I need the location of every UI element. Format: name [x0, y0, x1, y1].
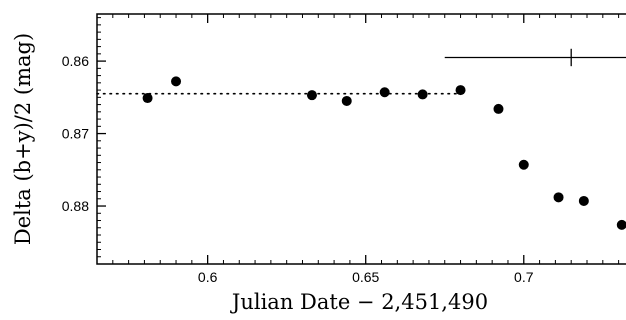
data-point	[341, 95, 352, 106]
data-point	[306, 90, 317, 101]
x-tick-label: 0.65	[352, 269, 379, 285]
x-tick-label: 0.6	[198, 269, 218, 285]
y-tick-label: 0.88	[62, 198, 89, 214]
data-points	[142, 76, 626, 230]
data-point	[171, 76, 182, 87]
data-point	[616, 219, 626, 230]
data-point	[553, 192, 564, 203]
data-point	[578, 195, 589, 206]
error-bar	[444, 48, 626, 67]
data-point	[493, 103, 504, 114]
data-point	[142, 93, 153, 104]
data-point	[379, 87, 390, 98]
x-axis-ticks: 0.60.650.70.75	[112, 14, 620, 285]
x-tick-label: 0.7	[514, 269, 534, 285]
y-axis-ticks: 0.86 0.87 0.88	[62, 17, 106, 265]
y-tick-label: 0.87	[62, 126, 89, 142]
y-axis-title: Delta (b+y)/2 (mag)	[11, 33, 35, 245]
plot-frame	[96, 13, 626, 265]
x-axis-title: Julian Date − 2,451,490	[230, 290, 488, 314]
data-point	[455, 85, 466, 96]
reference-lines	[96, 92, 626, 223]
data-point	[417, 89, 428, 100]
data-point	[518, 159, 529, 170]
y-tick-label: 0.86	[62, 53, 89, 69]
